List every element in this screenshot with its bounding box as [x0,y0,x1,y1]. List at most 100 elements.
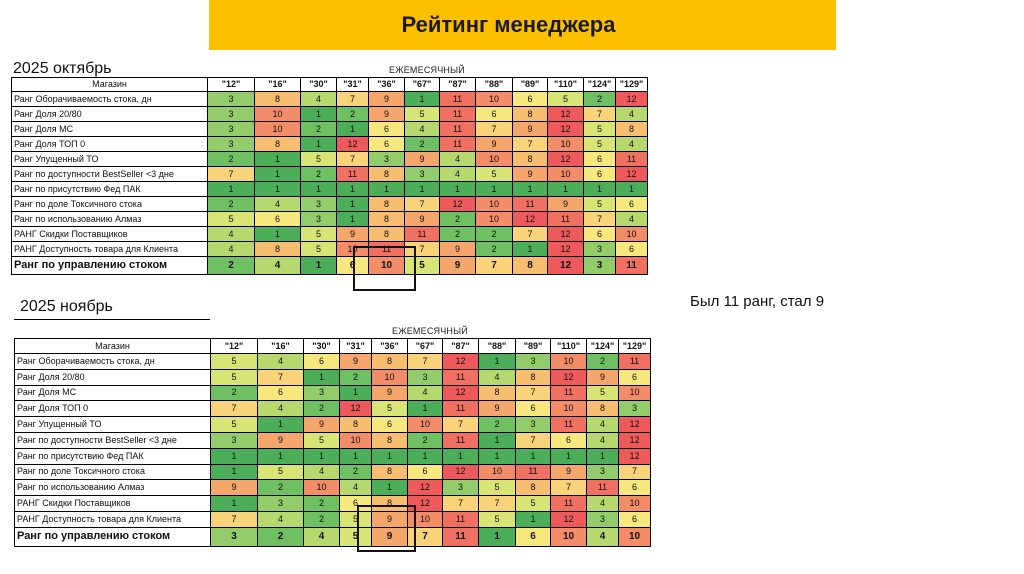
rank-cell: 11 [336,166,369,182]
rank-cell: 1 [478,431,516,449]
rank-cell: 5 [475,166,513,182]
rank-cell: 4 [478,368,516,386]
rank-cell: 1 [368,181,405,197]
total-row: Ранг по управлению стоком 2 4 1 6 10 5 9 7 8 12 3 11 [11,256,648,275]
rank-cell: 12 [547,121,584,137]
rank-cell: 7 [442,416,479,433]
rank-cell: 6 [615,241,648,257]
row-label: Ранг Упущенный ТО [11,151,208,167]
header-store: Магазин [14,338,211,354]
rank-cell: 9 [371,526,408,547]
rank-cell: 3 [586,510,619,528]
rank-cell: 12 [407,479,443,497]
rank-cell: 10 [618,384,651,402]
rank-cell: 3 [442,479,479,497]
rank-cell: 6 [615,196,648,212]
row-label: Ранг Оборачиваемость стока, дн [14,353,211,370]
rank-cell: 3 [303,384,340,402]
rank-cell: 9 [550,463,587,481]
rank-cell: 12 [618,416,651,433]
rank-cell: 1 [254,181,301,197]
rank-cell: 7 [618,463,651,481]
rank-cell: 2 [583,91,616,107]
rank-cell: 6 [257,384,304,402]
rank-cell: 1 [515,447,551,465]
rank-cell: 10 [618,495,651,512]
rank-cell: 7 [404,196,440,212]
rank-cell: 8 [254,136,301,152]
rank-cell: 10 [475,91,513,107]
row-label: Ранг Упущенный ТО [14,416,211,433]
rank-cell: 9 [371,510,408,528]
rank-cell: 9 [512,121,548,137]
rank-cell: 10 [339,431,372,449]
rank-cell: 1 [478,526,516,547]
rank-cell: 5 [404,106,440,122]
rank-cell: 8 [368,196,405,212]
rank-cell: 6 [515,526,551,547]
column-header: "110" [547,77,584,92]
rank-change-note: Был 11 ранг, стал 9 [690,293,825,310]
rank-cell: 10 [368,256,405,275]
rank-cell: 9 [439,256,476,275]
row-label: РАНГ Скидки Поставщиков [14,495,211,512]
rank-cell: 6 [618,510,651,528]
rank-cell: 5 [478,510,516,528]
column-header: "129" [615,77,648,92]
row-label: Ранг по управлению стоком [14,526,211,547]
rank-cell: 6 [583,166,616,182]
rank-cell: 12 [615,91,648,107]
table-row: Ранг по использованию Алмаз 5 6 3 1 8 9 2 10 12 11… [11,211,648,227]
rank-cell: 12 [550,368,587,386]
rank-cell: 7 [442,495,479,512]
row-label: Ранг по доле Токсичного стока [14,463,211,481]
column-header: "110" [550,338,587,354]
rank-cell: 1 [547,181,584,197]
rank-cell: 10 [254,106,301,122]
header-store: Магазин [11,77,208,92]
rank-cell: 8 [515,479,551,497]
column-header: "16" [257,338,304,354]
rank-cell: 3 [300,196,337,212]
rank-cell: 9 [439,241,476,257]
rank-cell: 1 [300,181,337,197]
rank-cell: 6 [618,368,651,386]
rank-cell: 9 [478,400,516,418]
rank-cell: 2 [303,510,340,528]
rank-cell: 1 [303,447,340,465]
total-row: Ранг по управлению стоком 3 2 4 5 9 7 11 1 6 10 4 10 [14,526,651,547]
rank-cell: 10 [371,368,408,386]
rank-cell: 11 [439,106,476,122]
rank-cell: 6 [512,91,548,107]
rank-cell: 1 [257,416,304,433]
rank-cell: 1 [371,479,408,497]
rank-cell: 10 [475,151,513,167]
table-row: РАНГ Доступность товара для Клиента 4 8 5 10… [11,241,648,257]
rank-cell: 12 [407,495,443,512]
rank-cell: 4 [586,431,619,449]
rank-cell: 12 [547,256,584,275]
rank-cell: 9 [404,151,440,167]
rank-cell: 10 [547,136,584,152]
rank-cell: 12 [618,447,651,465]
rank-cell: 7 [512,136,548,152]
column-header: "89" [512,77,548,92]
rank-cell: 7 [475,121,513,137]
rank-cell: 9 [210,479,258,497]
rank-cell: 9 [512,166,548,182]
column-header: "16" [254,77,301,92]
rank-cell: 12 [547,226,584,242]
rank-cell: 10 [407,416,443,433]
rank-cell: 10 [550,526,587,547]
table-row: Ранг Доля МС 3 10 2 1 6 4 11 7 9 12 5 8 [11,121,648,137]
rank-cell: 2 [300,166,337,182]
rank-cell: 8 [615,121,648,137]
rank-cell: 8 [371,463,408,481]
rank-cell: 7 [515,431,551,449]
rank-cell: 2 [300,121,337,137]
row-label: Ранг Оборачиваемость стока, дн [11,91,208,107]
rank-cell: 1 [339,447,372,465]
rank-cell: 9 [336,226,369,242]
rank-cell: 8 [371,495,408,512]
rank-cell: 6 [407,463,443,481]
